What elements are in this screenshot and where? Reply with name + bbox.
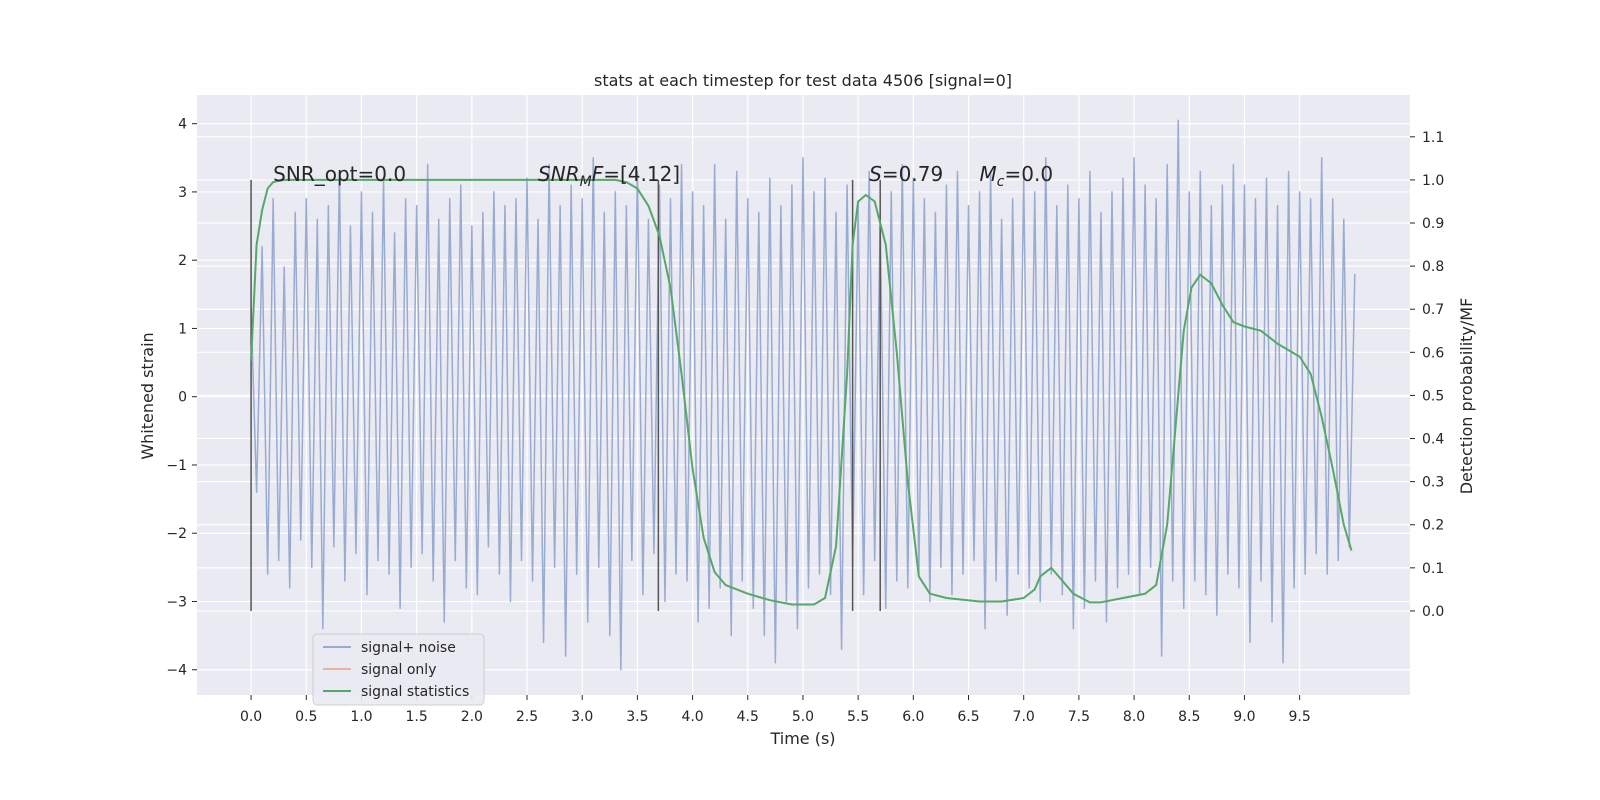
- x-tick-label: 4.5: [737, 709, 759, 725]
- y2-axis-label: Detection probability/MF: [1457, 298, 1476, 495]
- y-axis-label: Whitened strain: [138, 332, 157, 459]
- y2-tick-label: 0.5: [1422, 388, 1444, 404]
- y-tick-label: 3: [178, 185, 187, 201]
- y-tick-label: −1: [166, 458, 187, 474]
- x-tick-label: 0.0: [240, 709, 262, 725]
- y2-tick-label: 0.1: [1422, 561, 1444, 577]
- x-tick-label: 3.5: [626, 709, 648, 725]
- y-tick-label: −3: [166, 594, 187, 610]
- annotation-part: SNR: [538, 162, 580, 186]
- legend: signal+ noise signal only signal statistic…: [312, 633, 485, 706]
- x-tick-label: 3.0: [571, 709, 593, 725]
- x-tick-label: 7.5: [1068, 709, 1090, 725]
- x-tick-label: 9.0: [1233, 709, 1255, 725]
- legend-label: signal+ noise: [361, 640, 456, 656]
- x-tick-label: 5.0: [792, 709, 814, 725]
- x-tick-label: 4.0: [681, 709, 703, 725]
- annotation-part: =0.79: [882, 162, 943, 186]
- y-tick-label: −4: [166, 663, 187, 679]
- x-tick-label: 9.5: [1288, 709, 1310, 725]
- y-tick-label: 2: [178, 253, 187, 269]
- annotation: Mc=0.0: [980, 162, 1054, 190]
- annotation-part: S: [869, 162, 882, 186]
- annotation: SNRMF=[4.12]: [538, 162, 680, 190]
- annotation: SNR_opt=0.0: [273, 162, 406, 186]
- y2-tick-label: 1.1: [1422, 130, 1444, 146]
- x-tick-label: 5.5: [847, 709, 869, 725]
- x-tick-label: 0.5: [295, 709, 317, 725]
- annotation-part: SNR_opt=0.0: [273, 162, 406, 186]
- grid: 0.0 0.5 1.0 1.5 2.0 2.5 3.0 3.5 4.0 4.5 5.0 5.5 6.0 6…: [166, 95, 1444, 725]
- annotation-part: c: [997, 174, 1005, 190]
- annotation-part: =[4.12]: [603, 162, 680, 186]
- x-tick-label: 2.0: [461, 709, 483, 725]
- legend-label: signal statistics: [361, 684, 469, 700]
- y-tick-label: 1: [178, 321, 187, 337]
- x-tick-label: 2.5: [516, 709, 538, 725]
- y2-tick-label: 1.0: [1422, 173, 1444, 189]
- y2-tick-label: 0.4: [1422, 432, 1444, 448]
- series-line: [250, 119, 1356, 671]
- x-tick-label: 8.5: [1178, 709, 1200, 725]
- series-line: [250, 178, 1353, 606]
- annotation-part: F: [592, 162, 604, 186]
- y-tick-label: 0: [178, 390, 187, 406]
- x-tick-label: 1.0: [350, 709, 372, 725]
- legend-label: signal only: [361, 662, 436, 678]
- x-tick-label: 6.5: [957, 709, 979, 725]
- y2-tick-label: 0.0: [1422, 604, 1444, 620]
- x-tick-label: 6.0: [902, 709, 924, 725]
- annotation-part: M: [580, 174, 592, 190]
- legend-box: [312, 633, 485, 706]
- chart-title: stats at each timestep for test data 450…: [594, 71, 1012, 90]
- x-tick-label: 1.5: [406, 709, 428, 725]
- y2-tick-label: 0.9: [1422, 216, 1444, 232]
- y2-tick-label: 0.8: [1422, 259, 1444, 275]
- annotation-part: M: [980, 162, 997, 186]
- marks: SNR_opt=0.0 SNRMF=[4.12] S=0.79 Mc=0.0: [250, 119, 1356, 671]
- x-tick-label: 7.0: [1013, 709, 1035, 725]
- y-tick-label: −2: [166, 526, 187, 542]
- y2-tick-label: 0.3: [1422, 475, 1444, 491]
- x-tick-label: 8.0: [1123, 709, 1145, 725]
- y2-tick-label: 0.6: [1422, 345, 1444, 361]
- annotation-part: =0.0: [1005, 162, 1054, 186]
- x-axis-label: Time (s): [769, 729, 835, 748]
- y2-tick-label: 0.2: [1422, 518, 1444, 534]
- y-tick-label: 4: [178, 117, 187, 133]
- y2-tick-label: 0.7: [1422, 302, 1444, 318]
- annotation: S=0.79: [869, 162, 943, 186]
